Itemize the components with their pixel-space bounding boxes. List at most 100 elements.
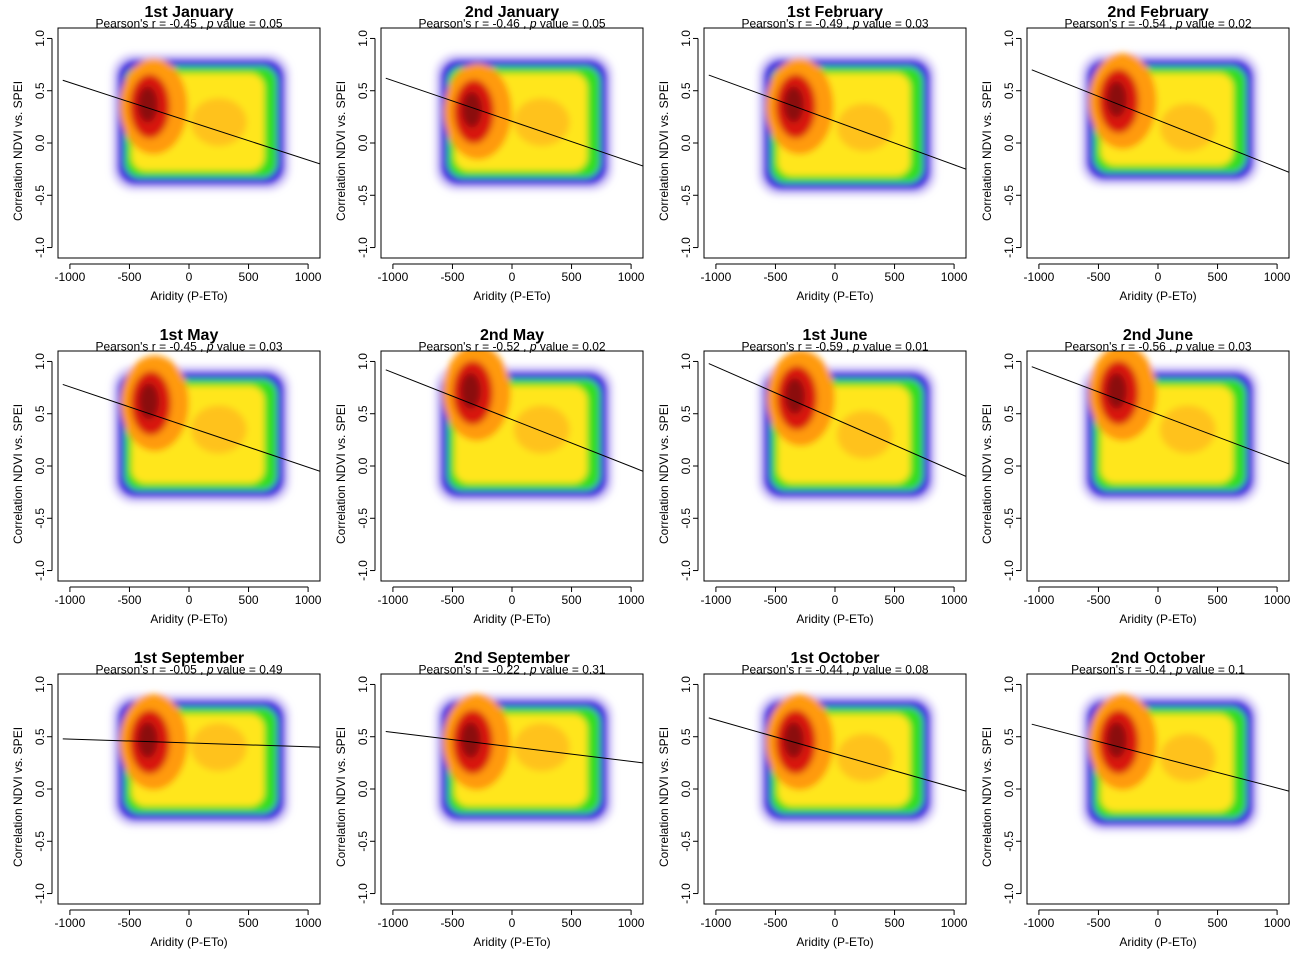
trend-line <box>708 74 966 170</box>
density-secondary-mode <box>1159 405 1216 454</box>
density-peak <box>461 91 482 128</box>
stat-p-suffix: value = <box>860 663 906 677</box>
y-axis-label: Correlation NDVI vs. SPEI <box>657 81 671 221</box>
density-secondary-mode <box>836 410 893 459</box>
stat-r-prefix: Pearson's r = <box>741 340 815 354</box>
x-tick-label: 0 <box>509 270 516 284</box>
density-secondary-mode <box>513 98 570 147</box>
plot-frame <box>57 27 321 259</box>
stat-p-suffix: value = <box>1183 663 1229 677</box>
density-peak <box>138 383 159 420</box>
stat-r: -0.44 <box>815 663 843 677</box>
y-tick-label: 0.5 <box>679 405 693 422</box>
y-tick-label: -0.5 <box>1002 185 1016 206</box>
x-tick-label: -1000 <box>55 270 86 284</box>
trend-line <box>1031 723 1289 792</box>
x-tick-label: 0 <box>1155 593 1162 607</box>
density-peak <box>783 86 804 123</box>
stat-p: 0.03 <box>259 340 283 354</box>
stat-p: 0.02 <box>1228 17 1252 31</box>
panel-title: 2nd May <box>480 327 544 344</box>
y-tick-label: 0.0 <box>679 134 693 151</box>
density-secondary-mode <box>513 723 570 772</box>
trend-line <box>1031 69 1289 173</box>
x-axis-label: Aridity (P-ETo) <box>150 612 227 626</box>
y-tick-label: 0.5 <box>679 728 693 745</box>
y-tick-label: 0.5 <box>356 82 370 99</box>
stat-p-prefix: , <box>197 663 207 677</box>
x-tick-label: -1000 <box>55 593 86 607</box>
stat-r-prefix: Pearson's r = <box>95 663 169 677</box>
x-tick-label: 1000 <box>941 916 968 930</box>
stat-p: 0.08 <box>905 663 929 677</box>
y-axis-label: Correlation NDVI vs. SPEI <box>334 81 348 221</box>
panel-title: 1st June <box>803 327 868 344</box>
x-tick-label: 1000 <box>618 593 645 607</box>
density-cloud <box>434 351 614 504</box>
stat-r-prefix: Pearson's r = <box>418 340 492 354</box>
plot-frame <box>1026 673 1290 905</box>
trend-line <box>62 79 320 165</box>
y-tick-label: -1.0 <box>356 883 370 904</box>
x-tick-label: -500 <box>763 916 787 930</box>
stat-p-prefix: , <box>197 17 207 31</box>
stat-p-suffix: value = <box>860 340 906 354</box>
stat-p: 0.05 <box>582 17 606 31</box>
trend-line <box>708 363 966 477</box>
plot-frame <box>703 27 967 259</box>
y-axis-label: Correlation NDVI vs. SPEI <box>980 404 994 544</box>
y-tick-label: 0.5 <box>1002 728 1016 745</box>
y-tick-label: 0.5 <box>356 728 370 745</box>
x-tick-label: 0 <box>1155 270 1162 284</box>
x-tick-label: 500 <box>239 593 259 607</box>
x-tick-label: -500 <box>1086 270 1110 284</box>
panel-title: 1st February <box>787 4 883 21</box>
y-tick-label: -1.0 <box>1002 883 1016 904</box>
density-peak <box>783 721 804 758</box>
x-tick-label: 500 <box>885 593 905 607</box>
stat-p-sym: p <box>529 340 537 354</box>
y-tick-label: 0.0 <box>33 134 47 151</box>
y-tick-label: 1.0 <box>356 353 370 370</box>
density-peak <box>137 721 158 758</box>
density-cloud <box>434 53 614 191</box>
x-tick-label: 0 <box>832 593 839 607</box>
y-tick-label: 0.0 <box>1002 780 1016 797</box>
y-tick-label: -1.0 <box>356 237 370 258</box>
plot-frame <box>380 673 644 905</box>
x-tick-label: -1000 <box>378 916 409 930</box>
x-axis-label: Aridity (P-ETo) <box>150 935 227 949</box>
x-tick-label: 500 <box>562 916 582 930</box>
density-peak <box>784 378 805 415</box>
x-tick-label: -1000 <box>701 916 732 930</box>
stat-p: 0.03 <box>905 17 929 31</box>
x-axis-label: Aridity (P-ETo) <box>473 612 550 626</box>
stat-p: 0.03 <box>1228 340 1252 354</box>
y-tick-label: 0.0 <box>356 457 370 474</box>
x-tick-label: 500 <box>885 916 905 930</box>
y-tick-label: 0.5 <box>679 82 693 99</box>
stat-p-suffix: value = <box>214 340 260 354</box>
y-tick-label: -0.5 <box>33 831 47 852</box>
y-tick-label: 0.0 <box>356 134 370 151</box>
y-tick-label: 0.5 <box>33 728 47 745</box>
x-tick-label: 1000 <box>1264 916 1291 930</box>
density-cloud <box>1080 693 1260 832</box>
y-axis-label: Correlation NDVI vs. SPEI <box>11 81 25 221</box>
y-tick-label: -1.0 <box>33 883 47 904</box>
y-tick-label: 1.0 <box>33 30 47 47</box>
density-secondary-mode <box>190 405 247 454</box>
density-cloud <box>111 355 291 504</box>
x-tick-label: 500 <box>885 270 905 284</box>
x-axis-label: Aridity (P-ETo) <box>150 289 227 303</box>
y-tick-label: 0.5 <box>356 405 370 422</box>
y-tick-label: 1.0 <box>1002 353 1016 370</box>
y-tick-label: 1.0 <box>356 30 370 47</box>
x-tick-label: -1000 <box>701 593 732 607</box>
x-tick-label: 0 <box>832 916 839 930</box>
